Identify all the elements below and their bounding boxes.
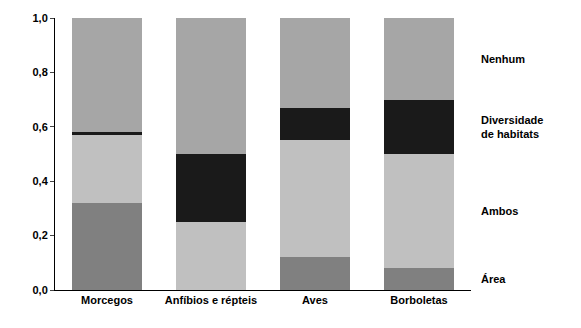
- svg-text:0,2: 0,2: [33, 229, 48, 241]
- svg-text:0,0: 0,0: [33, 284, 48, 296]
- svg-text:1,0: 1,0: [33, 12, 48, 24]
- svg-text:Morcegos: Morcegos: [81, 294, 133, 306]
- svg-text:Ambos: Ambos: [481, 205, 518, 217]
- svg-text:Nenhum: Nenhum: [481, 53, 525, 65]
- svg-text:Borboletas: Borboletas: [390, 294, 447, 306]
- svg-text:Diversidadede habitats: Diversidadede habitats: [481, 114, 543, 140]
- svg-text:Aves: Aves: [302, 294, 328, 306]
- svg-text:0,4: 0,4: [33, 175, 49, 187]
- svg-text:0,6: 0,6: [33, 121, 48, 133]
- svg-text:0,8: 0,8: [33, 66, 48, 78]
- svg-text:Área: Área: [481, 273, 506, 285]
- svg-text:Anfíbios e répteis: Anfíbios e répteis: [165, 294, 257, 306]
